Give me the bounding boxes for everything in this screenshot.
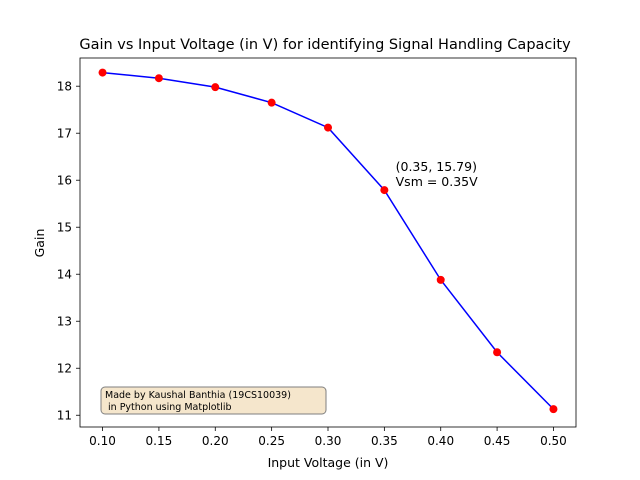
y-tick-label: 12 [57, 362, 72, 376]
x-axis-label: Input Voltage (in V) [268, 455, 389, 470]
y-tick-label: 17 [57, 127, 72, 141]
data-point [324, 123, 332, 132]
x-axis: 0.10 0.15 0.20 0.25 0.30 0.35 0.40 0.45 0.50 [89, 427, 567, 448]
credit-box-background [100, 386, 327, 415]
data-point [493, 348, 502, 357]
y-tick-label: 18 [57, 80, 72, 94]
annotation-line-1: (0.35, 15.79) [396, 159, 477, 174]
x-tick-label: 0.45 [484, 434, 511, 448]
credit-line-2: in Python using Matplotlib [105, 402, 232, 413]
series-line [102, 71, 554, 410]
point-annotation: (0.35, 15.79) Vsm = 0.35V [396, 159, 478, 189]
x-tick-label: 0.20 [202, 434, 229, 448]
y-tick-label: 16 [57, 174, 72, 188]
series-gain [98, 68, 558, 414]
data-point [154, 74, 163, 83]
x-tick-label: 0.10 [89, 434, 116, 448]
chart-title: Gain vs Input Voltage (in V) for identif… [79, 37, 571, 53]
plot-area [79, 57, 577, 428]
credit-box: Made by Kaushal Banthia (19CS10039) in P… [100, 386, 327, 415]
y-axis: 11 12 13 14 15 16 17 18 [57, 80, 80, 423]
x-tick-label: 0.25 [258, 434, 285, 448]
data-point [267, 98, 276, 107]
y-tick-label: 13 [57, 315, 72, 329]
y-axis-label: Gain [32, 229, 47, 258]
axes-frame [79, 57, 577, 428]
credit-line-1: Made by Kaushal Banthia (19CS10039) [105, 390, 291, 401]
x-tick-label: 0.30 [315, 434, 342, 448]
data-point [549, 405, 558, 414]
data-point [380, 186, 389, 195]
data-point [436, 275, 445, 284]
data-point [211, 83, 220, 92]
x-tick-label: 0.15 [146, 434, 173, 448]
x-tick-label: 0.50 [540, 434, 567, 448]
data-point [98, 68, 107, 77]
y-tick-label: 15 [57, 221, 72, 235]
x-tick-label: 0.35 [371, 434, 398, 448]
y-tick-label: 14 [57, 268, 72, 282]
y-tick-label: 11 [57, 409, 72, 423]
annotation-line-2: Vsm = 0.35V [396, 174, 478, 189]
x-tick-label: 0.40 [427, 434, 454, 448]
